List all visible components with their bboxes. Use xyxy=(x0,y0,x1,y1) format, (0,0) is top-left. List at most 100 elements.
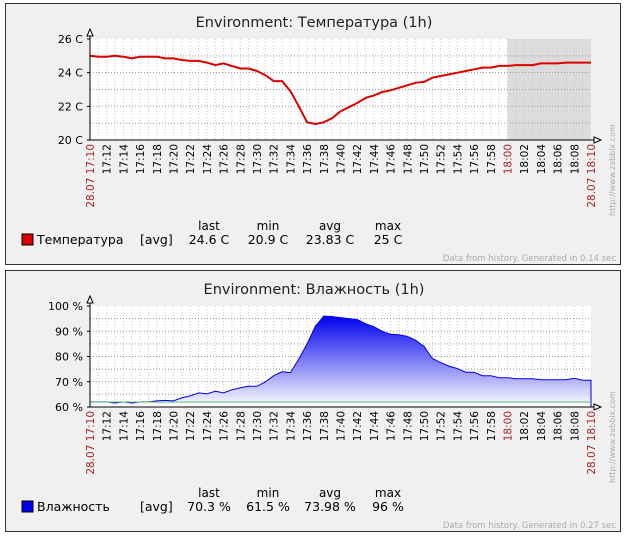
x-tick-label: 17:30 xyxy=(252,144,264,174)
zabbix-watermark: http://www.zabbix.com xyxy=(608,391,617,483)
x-tick-label: 17:40 xyxy=(336,144,348,174)
series-area xyxy=(89,315,592,408)
x-tick-label: 17:48 xyxy=(402,144,414,174)
y-tick-label: 26 C xyxy=(58,33,83,46)
x-tick-label: 17:48 xyxy=(402,411,414,441)
x-tick-label: 17:52 xyxy=(436,411,448,441)
y-tick-label: 80 % xyxy=(55,351,83,364)
legend-header-avg: avg xyxy=(319,219,341,233)
x-tick-label: 18:04 xyxy=(536,144,548,175)
x-tick-label: 17:22 xyxy=(185,144,197,174)
legend-header-last: last xyxy=(198,219,220,233)
series-line xyxy=(89,54,591,126)
x-tick-label: 17:52 xyxy=(436,144,448,174)
x-tick-label: 17:18 xyxy=(152,411,164,441)
legend-header-max: max xyxy=(375,486,401,500)
zabbix-watermark: http://www.zabbix.com xyxy=(608,124,617,216)
x-tick-label: 18:00 xyxy=(503,144,515,174)
x-tick-label: 17:36 xyxy=(302,411,314,442)
x-tick-label: 17:56 xyxy=(469,411,481,442)
legend-value-max: 25 C xyxy=(374,232,403,247)
generation-footer: Data from history. Generated in 0.14 sec xyxy=(443,254,616,264)
temperature-graph-panel: Environment: Температура (1h) 20 C 22 C 24 … xyxy=(5,3,621,265)
x-tick-label: 17:46 xyxy=(386,144,398,175)
x-end-label: 28.07 18:10 xyxy=(586,144,598,208)
generation-footer: Data from history. Generated in 0.27 sec xyxy=(443,521,616,531)
legend-series-name: Температура xyxy=(36,232,124,247)
temperature-graph: Environment: Температура (1h) 20 C 22 C 24 … xyxy=(21,15,617,264)
x-tick-label: 17:20 xyxy=(169,411,181,441)
x-tick-label: 17:54 xyxy=(452,144,464,175)
x-tick-label: 17:44 xyxy=(369,144,381,175)
humidity-graph-panel: Environment: Влажность (1h) 60 % 70 % 80 % 9… xyxy=(5,270,621,532)
legend-aggregation: [avg] xyxy=(140,232,173,247)
x-tick-label: 17:54 xyxy=(452,411,464,442)
x-tick-label: 18:08 xyxy=(569,411,581,441)
x-tick-label: 18:08 xyxy=(569,144,581,174)
y-tick-label: 100 % xyxy=(48,300,83,313)
x-start-label: 28.07 17:10 xyxy=(85,144,97,208)
x-tick-label: 18:06 xyxy=(553,144,565,175)
x-axis-arrow xyxy=(593,136,603,144)
x-tick-label: 17:38 xyxy=(319,144,331,174)
chart-title: Environment: Температура (1h) xyxy=(196,15,433,31)
chart-title: Environment: Влажность (1h) xyxy=(204,282,425,298)
x-start-label: 28.07 17:10 xyxy=(85,411,97,475)
legend-header-max: max xyxy=(375,219,401,233)
x-tick-label: 17:26 xyxy=(219,144,231,175)
x-tick-label: 18:02 xyxy=(519,411,531,441)
x-tick-label: 17:36 xyxy=(302,144,314,175)
x-end-label: 28.07 18:10 xyxy=(586,411,598,475)
x-tick-label: 17:50 xyxy=(419,144,431,174)
x-tick-label: 18:06 xyxy=(553,411,565,442)
x-tick-label: 17:18 xyxy=(152,144,164,174)
x-tick-label: 17:38 xyxy=(319,411,331,441)
x-tick-label: 17:42 xyxy=(352,144,364,174)
x-tick-label: 17:30 xyxy=(252,411,264,441)
legend-color-swatch xyxy=(21,500,34,513)
legend-header-avg: avg xyxy=(319,486,341,500)
y-tick-label: 60 % xyxy=(55,401,83,414)
x-tick-label: 17:32 xyxy=(269,411,281,441)
x-tick-label: 17:24 xyxy=(202,411,214,442)
x-tick-label: 17:24 xyxy=(202,144,214,175)
y-tick-label: 90 % xyxy=(55,325,83,338)
x-tick-label: 17:28 xyxy=(235,144,247,174)
x-tick-label: 17:46 xyxy=(386,411,398,442)
legend-color-swatch xyxy=(21,233,34,246)
x-tick-label: 17:12 xyxy=(102,411,114,441)
legend-value-last: 70.3 % xyxy=(187,499,231,514)
legend-value-last: 24.6 C xyxy=(189,232,230,247)
legend-aggregation: [avg] xyxy=(140,499,173,514)
x-tick-label: 17:32 xyxy=(269,144,281,174)
y-axis-arrow xyxy=(86,27,94,37)
x-tick-label: 17:56 xyxy=(469,144,481,175)
x-tick-label: 18:02 xyxy=(519,144,531,174)
legend-header-min: min xyxy=(257,219,280,233)
legend-value-avg: 23.83 C xyxy=(306,232,355,247)
x-tick-label: 17:58 xyxy=(486,144,498,174)
x-tick-label: 17:20 xyxy=(169,144,181,174)
x-tick-label: 17:42 xyxy=(352,411,364,441)
legend-header-min: min xyxy=(257,486,280,500)
x-tick-label: 17:34 xyxy=(285,144,297,175)
y-axis-arrow xyxy=(86,294,94,304)
x-tick-label: 17:40 xyxy=(336,411,348,441)
humidity-graph: Environment: Влажность (1h) 60 % 70 % 80 % 9… xyxy=(21,282,617,531)
x-tick-label: 17:28 xyxy=(235,411,247,441)
y-tick-label: 24 C xyxy=(58,67,83,80)
x-tick-label: 17:14 xyxy=(118,411,130,442)
x-tick-label: 17:44 xyxy=(369,411,381,442)
legend-value-avg: 73.98 % xyxy=(304,499,356,514)
legend-value-min: 20.9 C xyxy=(248,232,289,247)
x-tick-label: 17:26 xyxy=(219,411,231,442)
y-tick-label: 70 % xyxy=(55,376,83,389)
x-tick-label: 17:58 xyxy=(486,411,498,441)
legend-header-last: last xyxy=(198,486,220,500)
x-tick-label: 18:00 xyxy=(503,411,515,441)
legend-value-min: 61.5 % xyxy=(246,499,290,514)
x-axis-arrow xyxy=(593,403,603,411)
x-tick-label: 17:12 xyxy=(102,144,114,174)
x-tick-label: 17:16 xyxy=(135,144,147,175)
x-tick-label: 17:16 xyxy=(135,411,147,442)
